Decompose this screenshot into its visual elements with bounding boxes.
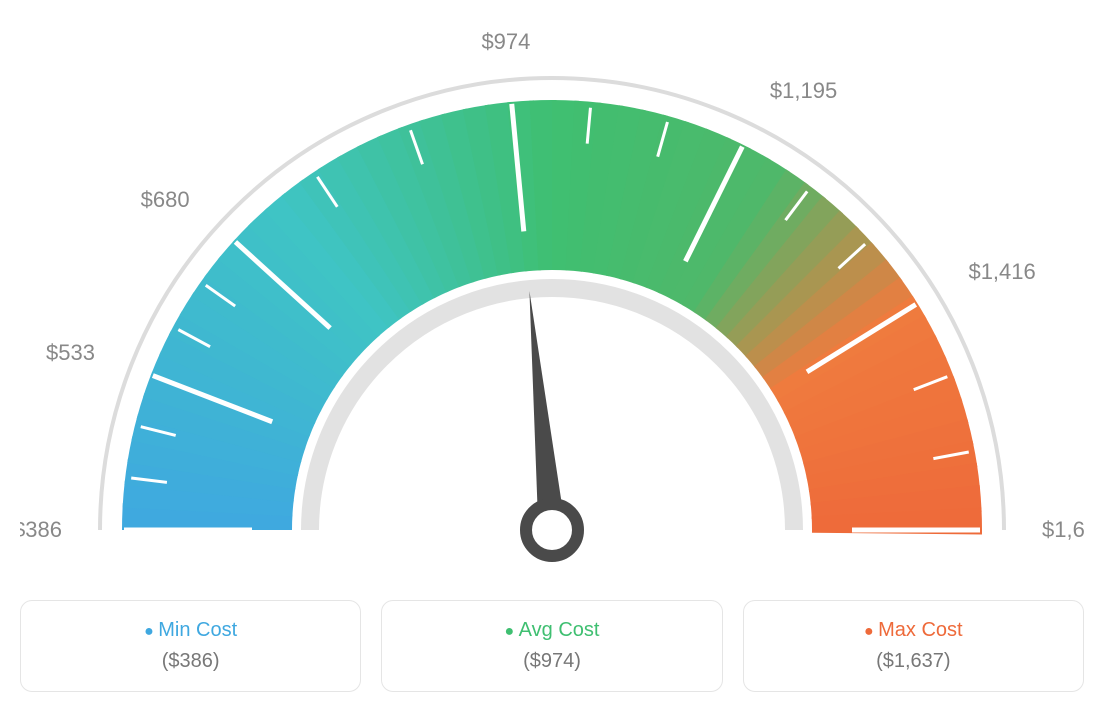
legend-card-max: Max Cost ($1,637)	[743, 600, 1084, 692]
gauge-tick-label: $974	[481, 29, 530, 54]
gauge-tick-label: $1,416	[968, 259, 1035, 284]
legend-max-label: Max Cost	[768, 619, 1059, 642]
gauge-needle	[529, 291, 566, 534]
legend-card-avg: Avg Cost ($974)	[381, 600, 722, 692]
legend-min-label: Min Cost	[45, 619, 336, 642]
gauge-tick-label: $1,637	[1042, 517, 1084, 542]
gauge-svg: $386 $533 $680 $974 $1,195 $1,416 $1,637	[20, 20, 1084, 580]
gauge-tick-label: $1,195	[770, 78, 837, 103]
legend-row: Min Cost ($386) Avg Cost ($974) Max Cost…	[20, 600, 1084, 692]
gauge-hub	[526, 504, 578, 556]
legend-avg-value: ($974)	[406, 650, 697, 673]
gauge-tick-label: $386	[20, 517, 62, 542]
gauge-chart: $386 $533 $680 $974 $1,195 $1,416 $1,637	[20, 20, 1084, 580]
legend-min-value: ($386)	[45, 650, 336, 673]
legend-max-value: ($1,637)	[768, 650, 1059, 673]
legend-card-min: Min Cost ($386)	[20, 600, 361, 692]
gauge-tick-label: $680	[141, 187, 190, 212]
legend-avg-label: Avg Cost	[406, 619, 697, 642]
gauge-tick-label: $533	[46, 340, 95, 365]
